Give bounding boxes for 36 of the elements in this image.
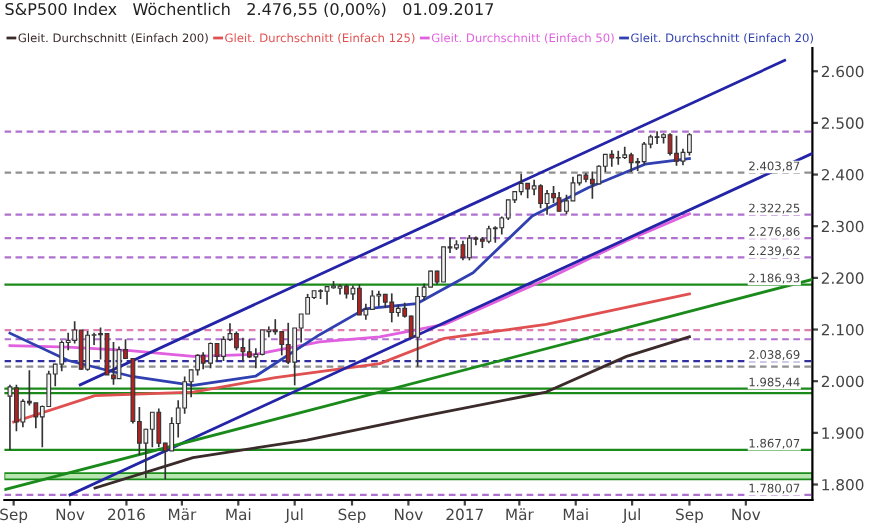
candlestick (78, 329, 84, 371)
candlestick (467, 234, 472, 262)
candlestick (674, 134, 679, 167)
candlestick (7, 383, 13, 451)
candlestick (538, 183, 544, 209)
candlestick (111, 341, 116, 386)
candlestick (116, 345, 122, 380)
candlestick (376, 289, 382, 308)
candlestick (389, 292, 395, 324)
line-series (8, 212, 691, 358)
candlestick (518, 173, 524, 197)
candlestick (415, 286, 421, 368)
candlestick (654, 130, 660, 145)
line-series (8, 157, 691, 387)
candlestick (544, 189, 550, 216)
candlestick (556, 191, 562, 213)
line-series (12, 292, 691, 424)
chart-title: S&P500 Index Wöchentlich 2.476,55 (0,00%) 01.09.2017 (5, 2, 494, 18)
candlestick (59, 339, 65, 373)
candlestick (149, 411, 155, 449)
candlestick (285, 321, 291, 365)
candlestick (628, 152, 634, 173)
candlestick (85, 330, 91, 372)
candlestick (589, 170, 595, 200)
candlestick (195, 353, 201, 377)
candlestick (460, 239, 466, 262)
candlestick (615, 149, 621, 166)
candlestick (324, 285, 330, 306)
candlestick (356, 283, 362, 316)
line-series (93, 335, 691, 490)
candlestick (687, 132, 692, 157)
candlestick (240, 336, 246, 362)
candlestick (441, 246, 446, 283)
candlestick (641, 141, 647, 166)
candlestick (156, 407, 162, 449)
candlestick (208, 341, 213, 370)
